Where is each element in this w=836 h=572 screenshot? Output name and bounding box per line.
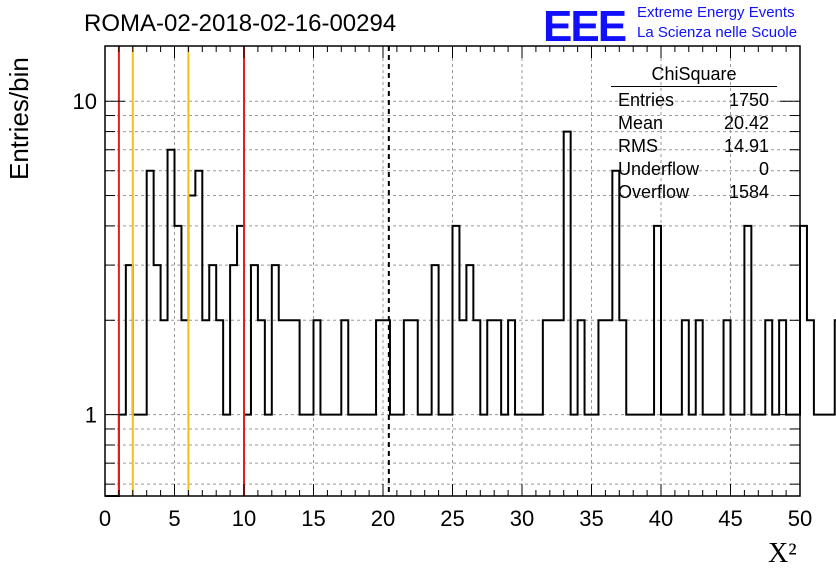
x-tick-label: 30 (510, 506, 534, 531)
x-tick-label: 10 (232, 506, 256, 531)
y-axis-label: Entries/bin (4, 57, 34, 180)
x-tick-label: 40 (649, 506, 673, 531)
stats-box-title: ChiSquare (611, 64, 777, 87)
axes: 0 5 10 15 20 25 30 35 40 45 50 1 10 (73, 45, 812, 531)
stats-row-mean: Mean 20.42 (618, 113, 769, 133)
x-tick-label: 5 (168, 506, 180, 531)
x-tick-label: 0 (99, 506, 111, 531)
stats-row-rms: RMS 14.91 (618, 136, 769, 156)
x-tick-label: 45 (718, 506, 742, 531)
x-tick-label: 15 (301, 506, 325, 531)
logo-tagline-1: Extreme Energy Events (637, 4, 795, 21)
x-tick-label: 20 (371, 506, 395, 531)
logo-tagline-2: La Scienza nelle Scuole (637, 24, 798, 41)
histogram-line (105, 130, 836, 497)
chart-title: ROMA-02-2018-02-16-00294 (84, 10, 397, 37)
histogram-series (105, 130, 836, 497)
eee-logo: EEE (543, 2, 627, 51)
x-tick-label: 50 (788, 506, 812, 531)
y-tick-label: 10 (73, 89, 97, 114)
y-tick-label: 1 (85, 403, 97, 428)
grid-lines (105, 46, 800, 496)
stats-box: ChiSquare Entries 1750 Mean 20.42 RMS 14.91… (611, 64, 777, 204)
stats-row-overflow: Overflow 1584 (618, 182, 769, 202)
x-tick-label: 35 (579, 506, 603, 531)
stats-row-entries: Entries 1750 (618, 90, 769, 110)
marker-lines (117, 46, 390, 496)
x-tick-label: 25 (440, 506, 464, 531)
stats-row-underflow: Underflow 0 (618, 159, 769, 179)
x-axis-label: X² (768, 538, 797, 569)
